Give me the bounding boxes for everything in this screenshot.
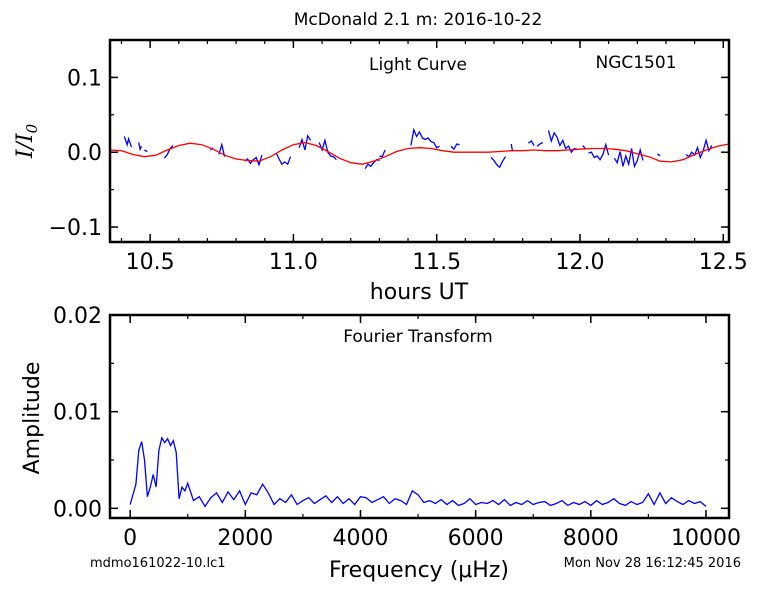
x-tick-label: 10000 (671, 526, 741, 551)
fourier-amplitude-line (129, 436, 707, 508)
light-curve-segment (536, 141, 544, 147)
fourier-title: Fourier Transform (343, 327, 492, 347)
light-curve-segment (123, 136, 133, 148)
light-curve-segment (613, 147, 644, 169)
y-tick-label: 0.02 (53, 304, 102, 329)
x-tick-label: 0 (123, 526, 137, 551)
x-tick-label: 11.0 (269, 250, 318, 275)
generation-timestamp: Mon Nov 28 16:12:45 2016 (564, 556, 741, 571)
light-curve-segment (656, 153, 661, 157)
light-curve-segment (244, 155, 263, 167)
x-tick-label: 2000 (217, 526, 273, 551)
light-curve-segment (528, 140, 535, 146)
model-fit-line (110, 141, 729, 165)
fourier-plot-area (129, 436, 707, 508)
light-curve-y-axis-label: I/I0 (13, 123, 41, 159)
light-curve-panel: 10.5 11.0 11.5 12.0 12.5 0.1 0.0 −0.1 Light Cur… (13, 38, 748, 305)
light-curve-segment (138, 142, 143, 152)
figure-title: McDonald 2.1 m: 2016-10-22 (294, 10, 543, 30)
x-tick-label: 10.5 (126, 250, 175, 275)
light-curve-segment (547, 130, 578, 154)
x-tick-label: 4000 (332, 526, 388, 551)
light-curve-segment (410, 127, 440, 149)
light-curve-segment (588, 142, 610, 161)
x-tick-label: 12.0 (555, 250, 604, 275)
light-curve-ticks: 10.5 11.0 11.5 12.0 12.5 0.1 0.0 −0.1 (49, 39, 748, 275)
y-tick-label: −0.1 (49, 216, 102, 241)
light-curve-segment (318, 137, 337, 161)
light-curve-segment (379, 149, 386, 158)
light-curve-frame (108, 38, 731, 244)
y-tick-label: 0.0 (67, 141, 102, 166)
fourier-x-axis-label: Frequency (μHz) (329, 558, 509, 583)
x-tick-label: 12.5 (699, 250, 748, 275)
light-curve-x-axis-label: hours UT (370, 280, 469, 305)
y-tick-label: 0.00 (53, 497, 102, 522)
light-curve-segment (163, 145, 174, 159)
fourier-frame (108, 313, 731, 520)
data-file-name: mdmo161022-10.lc1 (90, 556, 226, 571)
object-name-label: NGC1501 (595, 53, 676, 73)
y-tick-label: 0.01 (53, 401, 102, 426)
fourier-y-axis-label: Amplitude (20, 362, 45, 475)
light-curve-segment (450, 143, 460, 151)
light-curve-segment (298, 134, 312, 151)
fourier-ticks: 0 2000 4000 6000 8000 10000 0.00 0.01 0.02 (53, 304, 741, 551)
light-curve-segment (144, 149, 148, 153)
light-curve-plot-area (110, 127, 729, 170)
light-curve-title: Light Curve (369, 55, 467, 75)
x-tick-label: 6000 (448, 526, 504, 551)
light-curve-segment (275, 152, 292, 166)
x-tick-label: 8000 (563, 526, 619, 551)
x-tick-label: 11.5 (412, 250, 461, 275)
fourier-panel: 0 2000 4000 6000 8000 10000 0.00 0.01 0.02 Fouri… (20, 304, 741, 583)
light-curve-segment (218, 142, 226, 157)
light-curve-segment (490, 156, 507, 169)
y-tick-label: 0.1 (67, 66, 102, 91)
